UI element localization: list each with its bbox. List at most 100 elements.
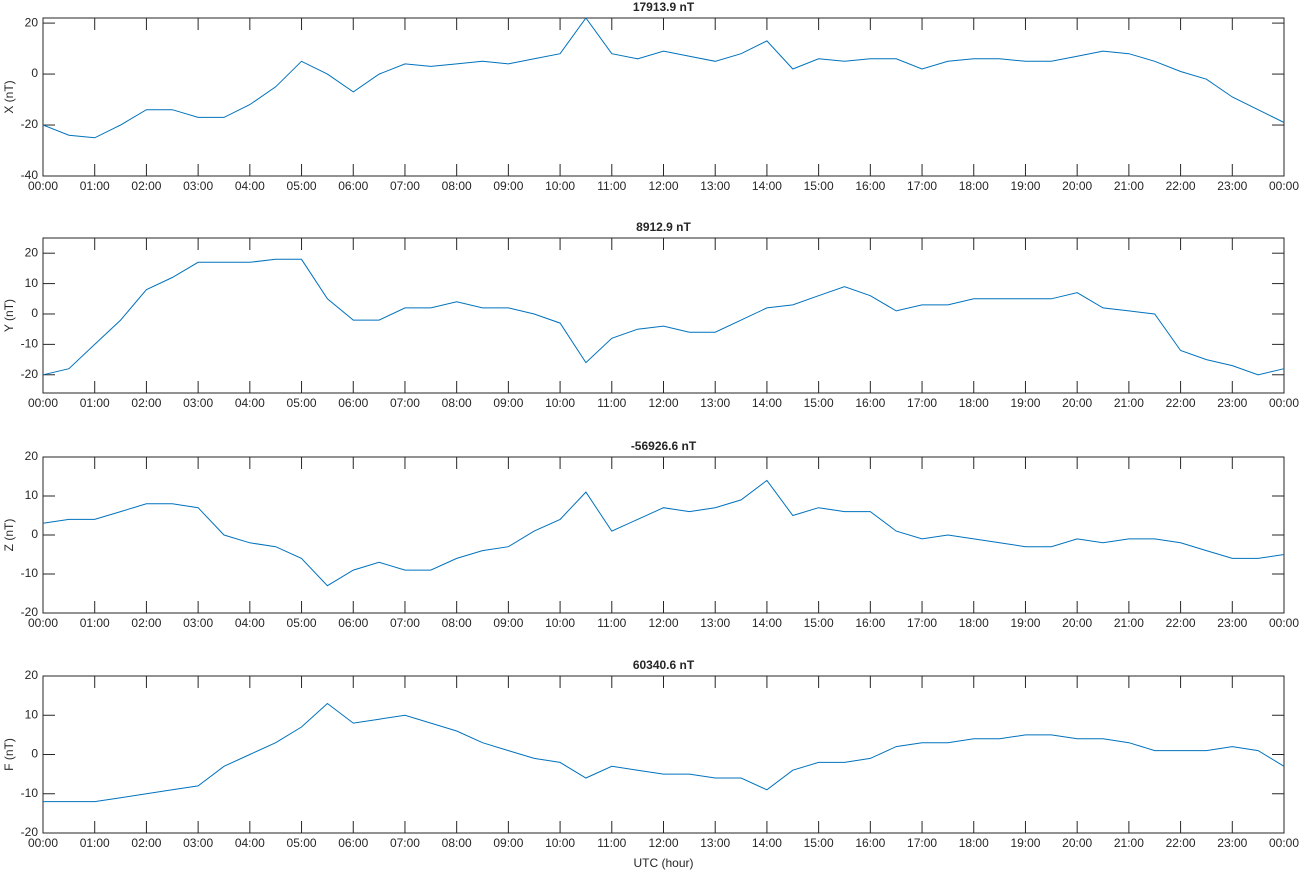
x-tick-label: 00:00 (1269, 836, 1299, 850)
x-tick-label: 05:00 (287, 616, 317, 630)
x-tick-label: 02:00 (131, 396, 161, 410)
y-tick-label: 20 (25, 15, 39, 29)
x-tick-label: 11:00 (597, 396, 626, 410)
x-tick-label: 02:00 (131, 616, 161, 630)
x-tick-label: 23:00 (1217, 179, 1247, 193)
y-tick-label: 0 (31, 306, 38, 320)
x-tick-label: 21:00 (1114, 616, 1144, 630)
x-tick-label: 03:00 (183, 616, 213, 630)
x-tick-label: 14:00 (752, 836, 782, 850)
y-tick-label: -20 (21, 605, 39, 619)
y-tick-label: 0 (31, 747, 38, 761)
y-tick-label: -10 (21, 337, 39, 351)
x-tick-label: 20:00 (1062, 179, 1092, 193)
x-tick-label: 19:00 (1010, 836, 1040, 850)
x-tick-label: 09:00 (493, 396, 523, 410)
x-tick-label: 17:00 (907, 836, 937, 850)
x-tick-label: 17:00 (907, 179, 937, 193)
x-tick-label: 10:00 (545, 616, 575, 630)
x-tick-label: 03:00 (183, 836, 213, 850)
y-tick-label: 20 (25, 668, 39, 682)
x-tick-label: 07:00 (390, 396, 420, 410)
x-tick-label: 04:00 (235, 179, 265, 193)
x-tick-label: 19:00 (1010, 616, 1040, 630)
x-tick-label: 19:00 (1010, 396, 1040, 410)
panel-title: 17913.9 nT (633, 0, 695, 14)
x-tick-label: 08:00 (442, 616, 472, 630)
x-tick-label: 08:00 (442, 396, 472, 410)
x-tick-label: 09:00 (493, 179, 523, 193)
x-tick-label: 17:00 (907, 616, 937, 630)
x-tick-label: 00:00 (1269, 616, 1299, 630)
x-tick-label: 22:00 (1166, 836, 1196, 850)
y-tick-label: -10 (21, 786, 39, 800)
y-axis-label: F (nT) (2, 738, 16, 771)
x-tick-label: 08:00 (442, 179, 472, 193)
x-tick-label: 06:00 (338, 179, 368, 193)
x-tick-label: 15:00 (804, 179, 834, 193)
x-tick-label: 01:00 (80, 179, 110, 193)
y-tick-label: 0 (31, 66, 38, 80)
x-tick-label: 14:00 (752, 616, 782, 630)
x-tick-label: 11:00 (597, 179, 626, 193)
x-tick-label: 14:00 (752, 396, 782, 410)
y-tick-label: 10 (25, 707, 39, 721)
y-axis-label: X (nT) (2, 80, 16, 113)
x-tick-label: 19:00 (1010, 179, 1040, 193)
x-tick-label: 02:00 (131, 836, 161, 850)
data-line (42, 479, 1285, 587)
x-tick-label: 04:00 (235, 616, 265, 630)
x-tick-label: 04:00 (235, 396, 265, 410)
x-tick-label: 13:00 (700, 616, 730, 630)
x-tick-label: 16:00 (855, 616, 885, 630)
y-tick-label: -40 (21, 168, 39, 182)
x-tick-label: 12:00 (648, 616, 678, 630)
x-tick-label: 00:00 (28, 836, 58, 850)
plot-area (42, 456, 1285, 614)
x-tick-label: 17:00 (907, 396, 937, 410)
y-tick-label: 10 (25, 276, 39, 290)
x-tick-label: 03:00 (183, 179, 213, 193)
x-tick-label: 18:00 (959, 179, 989, 193)
x-tick-label: 00:00 (1269, 179, 1299, 193)
x-tick-label: 16:00 (855, 836, 885, 850)
x-tick-label: 00:00 (28, 396, 58, 410)
x-tick-label: 12:00 (648, 396, 678, 410)
x-tick-label: 04:00 (235, 836, 265, 850)
x-tick-label: 20:00 (1062, 616, 1092, 630)
panel-title: -56926.6 nT (631, 439, 697, 453)
x-tick-label: 15:00 (804, 616, 834, 630)
x-tick-label: 00:00 (1269, 396, 1299, 410)
plot-area (42, 675, 1285, 834)
x-tick-label: 23:00 (1217, 616, 1247, 630)
x-tick-label: 13:00 (700, 179, 730, 193)
x-tick-label: 23:00 (1217, 836, 1247, 850)
x-tick-label: 22:00 (1166, 396, 1196, 410)
x-tick-label: 16:00 (855, 179, 885, 193)
x-tick-label: 18:00 (959, 836, 989, 850)
x-tick-label: 01:00 (80, 396, 110, 410)
x-tick-label: 13:00 (700, 396, 730, 410)
x-tick-label: 03:00 (183, 396, 213, 410)
x-tick-label: 18:00 (959, 616, 989, 630)
x-tick-label: 07:00 (390, 179, 420, 193)
x-tick-label: 11:00 (597, 836, 626, 850)
x-tick-label: 02:00 (131, 179, 161, 193)
x-tick-label: 09:00 (493, 836, 523, 850)
x-tick-label: 01:00 (80, 616, 110, 630)
y-tick-label: 0 (31, 527, 38, 541)
data-line (42, 17, 1285, 139)
x-tick-label: 06:00 (338, 396, 368, 410)
x-tick-label: 15:00 (804, 836, 834, 850)
x-tick-label: 06:00 (338, 616, 368, 630)
plot-area (42, 17, 1285, 177)
x-tick-label: 08:00 (442, 836, 472, 850)
x-tick-label: 20:00 (1062, 836, 1092, 850)
y-axis-label: Z (nT) (2, 519, 16, 552)
x-tick-label: 05:00 (287, 836, 317, 850)
y-tick-label: -20 (21, 825, 39, 839)
x-tick-label: 05:00 (287, 396, 317, 410)
x-tick-label: 10:00 (545, 179, 575, 193)
x-tick-label: 10:00 (545, 396, 575, 410)
